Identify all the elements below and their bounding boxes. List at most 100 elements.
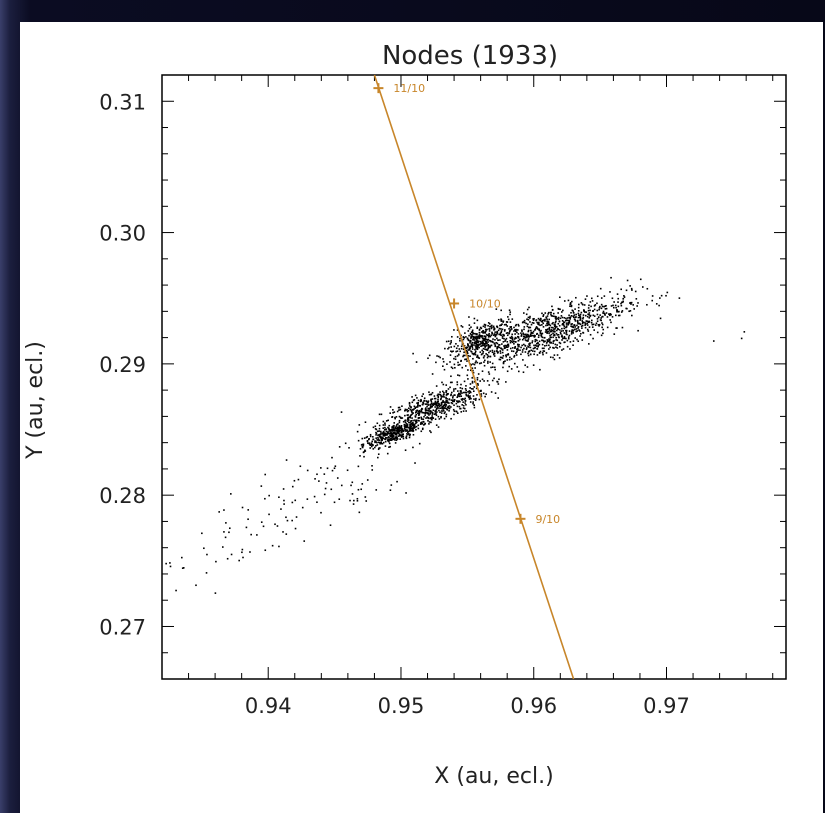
meteoroid-point xyxy=(383,429,386,431)
meteoroid-point xyxy=(569,303,572,305)
meteoroid-point xyxy=(525,322,527,325)
meteoroid-point xyxy=(550,326,553,329)
meteoroid-point xyxy=(549,330,551,333)
meteoroid-point xyxy=(478,334,481,336)
meteoroid-point xyxy=(544,318,546,321)
meteoroid-point xyxy=(577,340,580,343)
meteoroid-point xyxy=(505,346,508,349)
meteoroid-point xyxy=(476,326,479,329)
meteoroid-point xyxy=(403,423,406,426)
meteoroid-point xyxy=(567,323,570,326)
meteoroid-point xyxy=(481,378,484,381)
meteoroid-point xyxy=(422,418,425,421)
meteoroid-point xyxy=(513,338,516,340)
meteoroid-point xyxy=(224,536,227,539)
meteoroid-point xyxy=(490,327,493,330)
meteoroid-point xyxy=(553,323,556,326)
meteoroid-point xyxy=(452,408,455,411)
meteoroid-point xyxy=(389,412,392,414)
meteoroid-point xyxy=(465,365,467,367)
meteoroid-point xyxy=(520,353,522,356)
meteoroid-point xyxy=(422,393,425,395)
meteoroid-point xyxy=(678,297,681,299)
meteoroid-point xyxy=(541,336,544,339)
meteoroid-point xyxy=(570,325,572,328)
meteoroid-point xyxy=(488,334,490,336)
meteoroid-point xyxy=(544,312,547,314)
meteoroid-point xyxy=(412,412,414,414)
meteoroid-point xyxy=(373,446,376,449)
meteoroid-point xyxy=(417,403,419,405)
meteoroid-point xyxy=(450,401,453,404)
meteoroid-point xyxy=(396,410,399,413)
meteoroid-point xyxy=(517,340,520,342)
meteoroid-point xyxy=(388,440,390,443)
meteoroid-point xyxy=(542,313,545,316)
meteoroid-point xyxy=(527,323,529,326)
meteoroid-point xyxy=(462,407,465,409)
meteoroid-point xyxy=(629,285,631,287)
meteoroid-point xyxy=(482,344,485,347)
meteoroid-point xyxy=(551,309,554,311)
meteoroid-point xyxy=(586,322,589,325)
meteoroid-point xyxy=(552,342,554,345)
meteoroid-point xyxy=(545,324,547,327)
meteoroid-point xyxy=(477,341,479,344)
meteoroid-point xyxy=(485,348,488,351)
meteoroid-point xyxy=(430,411,433,413)
meteoroid-point xyxy=(552,315,555,318)
meteoroid-point xyxy=(336,477,339,479)
meteoroid-point xyxy=(491,379,494,382)
meteoroid-point xyxy=(452,400,454,403)
meteoroid-point xyxy=(529,346,532,349)
meteoroid-point xyxy=(444,405,447,408)
meteoroid-point xyxy=(566,322,568,324)
meteoroid-point xyxy=(599,305,601,308)
meteoroid-point xyxy=(420,416,423,419)
meteoroid-point xyxy=(466,346,468,349)
meteoroid-point xyxy=(416,402,418,404)
meteoroid-point xyxy=(605,312,608,314)
meteoroid-point xyxy=(397,435,400,437)
meteoroid-point xyxy=(436,355,438,357)
meteoroid-point xyxy=(600,317,602,319)
meteoroid-point xyxy=(407,414,409,416)
meteoroid-point xyxy=(541,319,544,322)
meteoroid-point xyxy=(575,330,578,333)
meteoroid-point xyxy=(422,421,425,423)
meteoroid-point xyxy=(568,314,570,317)
meteoroid-point xyxy=(586,295,588,297)
meteoroid-point xyxy=(422,402,425,405)
meteoroid-point xyxy=(590,319,593,322)
meteoroid-point xyxy=(563,332,566,334)
meteoroid-point xyxy=(596,309,599,312)
meteoroid-point xyxy=(359,455,361,457)
meteoroid-point xyxy=(584,323,587,326)
meteoroid-point xyxy=(445,384,448,386)
meteoroid-point xyxy=(427,417,429,420)
meteoroid-point xyxy=(565,333,567,335)
meteoroid-point xyxy=(477,344,480,347)
meteoroid-point xyxy=(418,411,421,413)
meteoroid-point xyxy=(397,427,400,430)
meteoroid-point xyxy=(433,403,436,406)
meteoroid-point xyxy=(623,296,626,298)
meteoroid-point xyxy=(465,391,468,394)
meteoroid-point xyxy=(283,499,285,502)
meteoroid-point xyxy=(554,321,557,324)
chart-panel: Nodes (1933) 0.94 0.95 0.96 0.97 0.27 0.28 0.2… xyxy=(20,22,823,813)
meteoroid-point xyxy=(285,459,288,461)
meteoroid-point xyxy=(502,366,504,369)
meteoroid-point xyxy=(621,310,624,312)
meteoroid-point xyxy=(410,427,412,430)
meteoroid-point xyxy=(477,373,480,375)
meteoroid-point xyxy=(536,342,538,345)
meteoroid-point xyxy=(601,323,604,326)
meteoroid-point xyxy=(472,337,475,339)
meteoroid-point xyxy=(528,306,530,309)
meteoroid-point xyxy=(612,306,615,309)
meteoroid-point xyxy=(474,353,477,356)
meteoroid-point xyxy=(316,501,318,504)
meteoroid-point xyxy=(484,346,486,348)
meteoroid-point xyxy=(565,331,568,334)
